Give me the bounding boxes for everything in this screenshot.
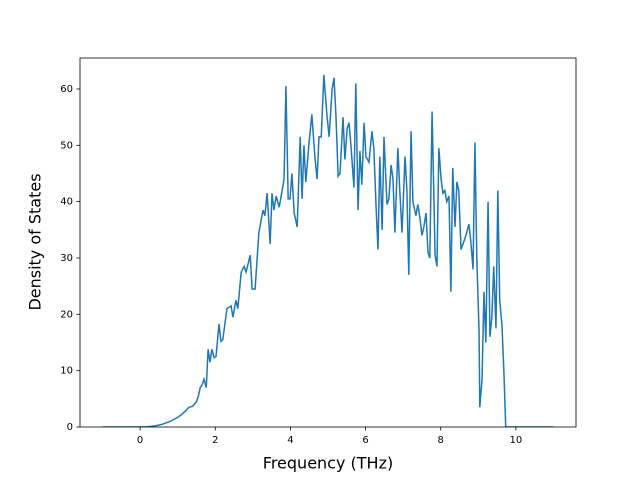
y-axis-label: Density of States [26, 173, 45, 310]
x-axis-label: Frequency (THz) [263, 454, 393, 473]
plot-frame [79, 57, 577, 428]
x-tick-label: 0 [137, 435, 143, 446]
y-tick-label: 60 [60, 84, 73, 95]
y-tick-label: 40 [60, 197, 73, 208]
x-tick-label: 2 [212, 435, 218, 446]
y-tick-label: 50 [60, 140, 73, 151]
x-tick-label: 10 [510, 435, 523, 446]
line [102, 74, 554, 427]
x-tick-label: 4 [287, 435, 293, 446]
y-tick-label: 20 [60, 309, 73, 320]
y-tick-label: 10 [60, 366, 73, 377]
x-tick-label: 8 [438, 435, 444, 446]
y-tick-label: 0 [67, 422, 73, 433]
y-tick-label: 30 [60, 253, 73, 264]
x-tick-label: 6 [362, 435, 368, 446]
